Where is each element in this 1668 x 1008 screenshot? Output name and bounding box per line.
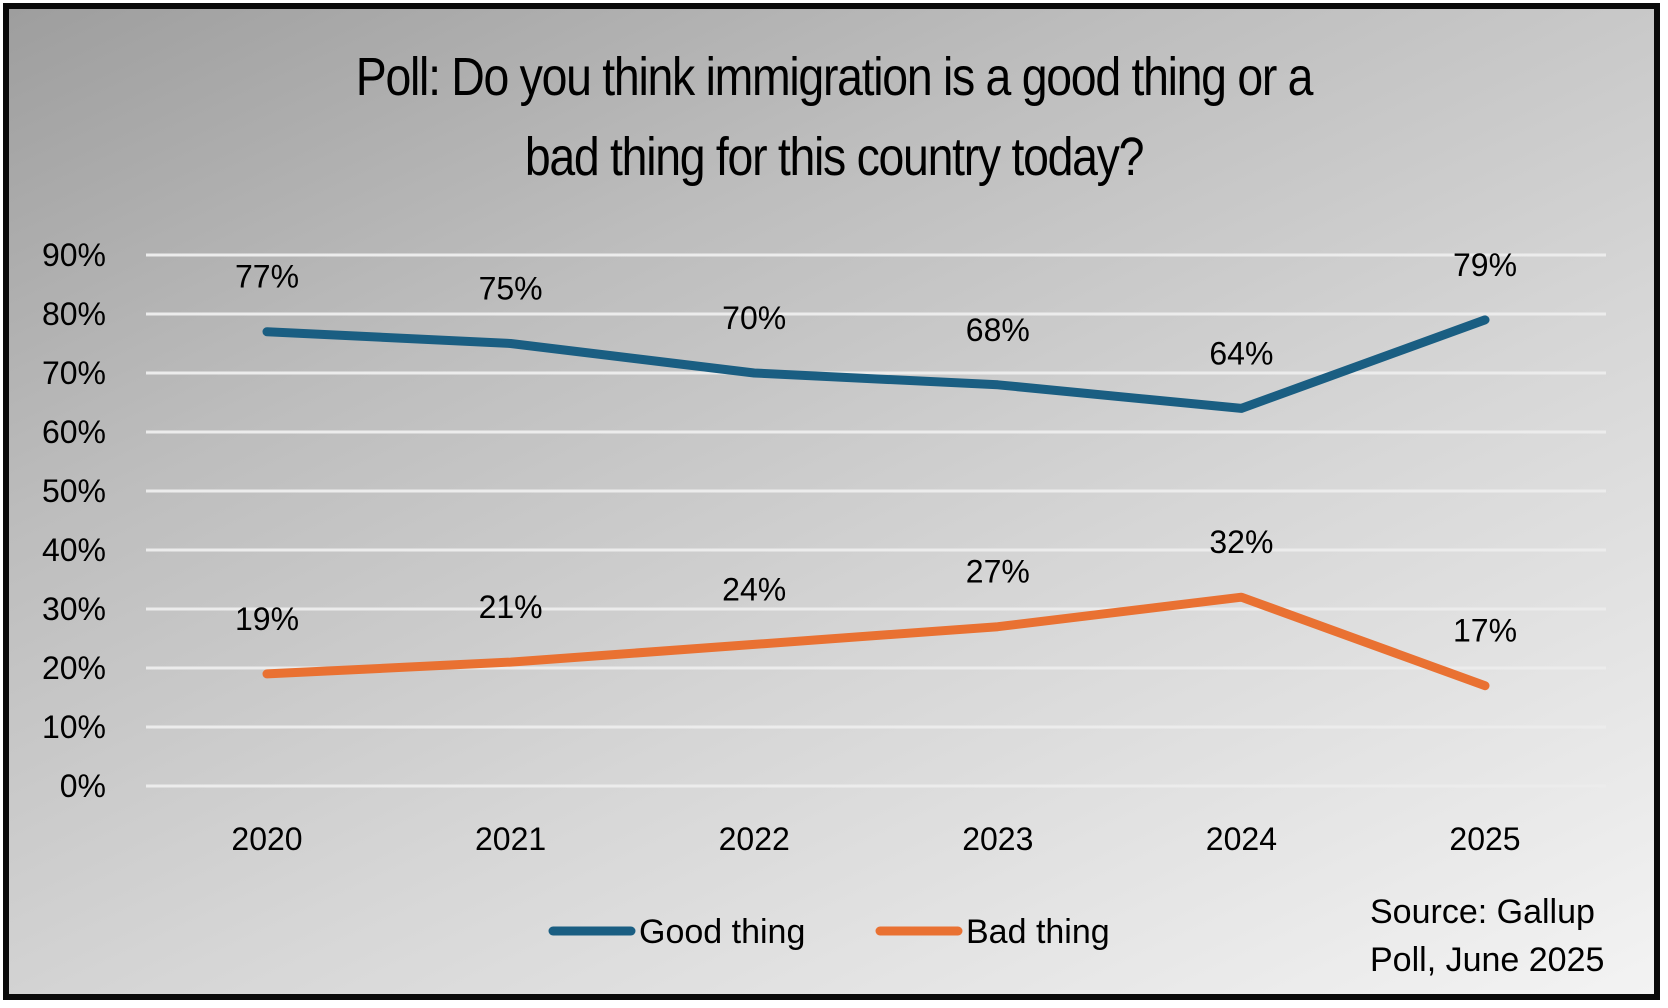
series-line-bad-thing: [262, 592, 1490, 691]
y-tick-label: 20%: [42, 650, 106, 686]
data-label: 79%: [1453, 247, 1517, 283]
data-label: 64%: [1209, 335, 1273, 371]
x-tick-label: 2022: [719, 821, 790, 857]
series-lines: [262, 315, 1490, 691]
data-label: 17%: [1453, 613, 1517, 649]
data-label: 27%: [966, 554, 1030, 590]
data-labels: 77% 75% 70% 68% 64% 79% 19% 21% 24% 27% 32% 17%: [235, 247, 1517, 649]
chart-title-line-2: bad thing for this country today?: [524, 127, 1145, 187]
data-label: 68%: [966, 312, 1030, 348]
legend-item-good-thing: Good thing: [548, 913, 805, 951]
legend: Good thing Bad thing: [548, 913, 1110, 951]
data-label: 77%: [235, 259, 299, 295]
series-line-good-thing: [262, 315, 1490, 413]
legend-label: Good thing: [639, 913, 805, 951]
data-label: 19%: [235, 601, 299, 637]
legend-label: Bad thing: [966, 913, 1110, 951]
y-tick-label: 0%: [60, 768, 106, 804]
legend-item-bad-thing: Bad thing: [875, 913, 1110, 951]
data-label: 32%: [1209, 524, 1273, 560]
y-tick-label: 50%: [42, 473, 106, 509]
y-axis: 0% 10% 20% 30% 40% 50% 60% 70% 80% 90%: [42, 237, 106, 804]
x-tick-label: 2021: [475, 821, 546, 857]
x-tick-label: 2025: [1449, 821, 1520, 857]
source-note: Source: Gallup Poll, June 2025: [1370, 888, 1640, 984]
chart-frame: [3, 3, 1660, 1000]
y-tick-label: 90%: [42, 237, 106, 273]
source-line-2: Poll, June 2025: [1370, 941, 1605, 979]
y-tick-label: 30%: [42, 591, 106, 627]
y-tick-label: 60%: [42, 414, 106, 450]
data-label: 24%: [722, 571, 786, 607]
y-tick-label: 10%: [42, 709, 106, 745]
y-tick-label: 70%: [42, 355, 106, 391]
x-axis: 2020 2021 2022 2023 2024 2025: [231, 821, 1520, 857]
y-tick-label: 80%: [42, 296, 106, 332]
y-tick-label: 40%: [42, 532, 106, 568]
data-label: 21%: [479, 589, 543, 625]
chart-title-line-1: Poll: Do you think immigration is a good…: [355, 47, 1314, 107]
x-tick-label: 2020: [231, 821, 302, 857]
x-tick-label: 2023: [962, 821, 1033, 857]
data-label: 75%: [479, 271, 543, 307]
x-tick-label: 2024: [1206, 821, 1277, 857]
source-line-1: Source: Gallup: [1370, 893, 1595, 931]
data-label: 70%: [722, 300, 786, 336]
